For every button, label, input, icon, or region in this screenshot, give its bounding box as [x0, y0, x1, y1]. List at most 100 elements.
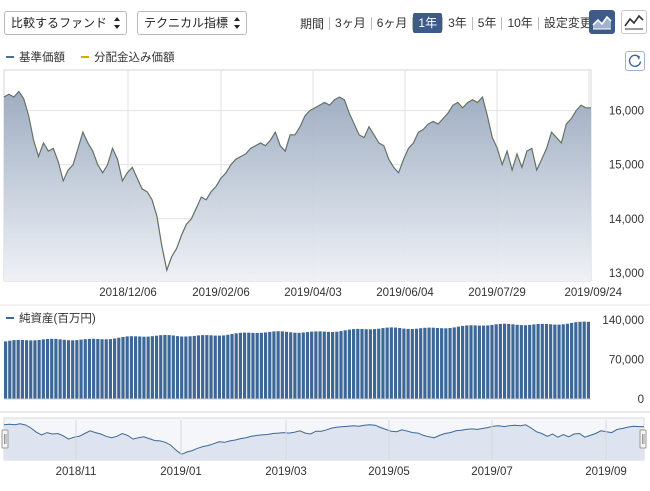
volume-bar: [133, 336, 138, 399]
volume-bar: [297, 332, 301, 399]
volume-bar: [393, 327, 398, 399]
volume-bar: [549, 324, 553, 399]
volume-bar: [574, 322, 578, 399]
volume-bar: [108, 339, 113, 399]
volume-bar: [578, 321, 582, 399]
price-y-tick-label: 14,000: [609, 214, 644, 226]
period-5y-button[interactable]: 5年: [477, 16, 497, 30]
volume-y-tick-label: 70,000: [609, 355, 644, 367]
volume-bar: [368, 329, 372, 399]
volume-bar: [125, 336, 129, 399]
volume-bar: [263, 332, 268, 399]
refresh-icon: [628, 54, 642, 67]
volume-bar: [222, 335, 226, 399]
period-6m-button[interactable]: 6ヶ月: [376, 16, 408, 30]
volume-bar: [456, 326, 461, 399]
price-y-tick-label: 15,000: [609, 160, 644, 172]
navigator-gridlines: [75, 420, 607, 460]
technical-indicator-select[interactable]: テクニカル指標: [137, 11, 247, 35]
volume-bar: [532, 324, 536, 399]
area-chart-button[interactable]: [589, 10, 615, 34]
volume-bar: [402, 328, 406, 399]
navigator-x-tick-label: 2018/11: [56, 466, 97, 478]
divider: [412, 16, 414, 30]
price-x-tick-label: 2019/02/06: [192, 287, 250, 299]
volume-bar: [150, 336, 154, 399]
volume-bar: [12, 340, 16, 399]
legend-swatch-nav: [6, 56, 14, 58]
volume-bar: [100, 339, 104, 399]
price-x-axis: 2018/12/06 2019/02/06 2019/04/03 2019/06/04…: [99, 287, 622, 299]
period-1y-button[interactable]: 1年: [413, 13, 443, 33]
volume-bar: [385, 327, 389, 399]
area-chart-icon: [592, 15, 612, 30]
select-arrows-icon: [114, 17, 120, 29]
period-10y-button[interactable]: 10年: [507, 16, 533, 30]
period-selector: 期間 3ヶ月 6ヶ月 1年 3年 5年 10年 設定変更: [295, 12, 597, 34]
volume-bar: [515, 324, 519, 399]
period-3m-button[interactable]: 3ヶ月: [335, 16, 366, 30]
volume-bar: [335, 331, 339, 399]
volume-bar: [477, 325, 481, 399]
volume-bars: [4, 321, 590, 399]
volume-bar: [276, 331, 280, 399]
volume-bar: [544, 324, 549, 399]
volume-bar: [331, 332, 335, 399]
volume-bar: [494, 324, 498, 399]
volume-bar: [284, 331, 289, 399]
volume-bar: [305, 332, 310, 399]
volume-bar: [234, 333, 238, 399]
price-legend: 基準価額 分配金込み価額: [6, 49, 191, 65]
volume-bar: [423, 327, 427, 399]
volume-bar: [343, 330, 347, 399]
volume-bar: [16, 339, 20, 399]
legend-swatch-volume: [6, 317, 14, 319]
volume-bar: [465, 325, 469, 399]
price-y-axis: 16,000 15,000 14,000 13,000: [609, 106, 644, 280]
volume-bar: [163, 335, 167, 399]
volume-bar: [62, 339, 66, 399]
period-3y-button[interactable]: 3年: [448, 16, 467, 30]
volume-bar: [502, 323, 507, 399]
volume-bar: [50, 338, 54, 399]
volume-bar: [29, 340, 33, 399]
compare-fund-select[interactable]: 比較するファンド: [4, 11, 127, 35]
volume-bar: [452, 327, 456, 399]
volume-bar: [167, 335, 171, 399]
volume-bar: [289, 332, 293, 399]
volume-bar: [318, 331, 322, 399]
volume-bar: [20, 340, 24, 399]
volume-bar: [557, 324, 561, 399]
volume-bar: [142, 336, 146, 399]
volume-y-tick-label: 140,000: [602, 315, 644, 327]
legend-label-nav: 基準価額: [19, 52, 65, 64]
volume-bar: [435, 328, 440, 399]
navigator-x-axis: 2018/11 2019/01 2019/03 2019/05 2019/07 2019/…: [56, 466, 627, 478]
volume-bar: [486, 325, 490, 399]
volume-bar: [213, 335, 217, 399]
volume-bar: [255, 333, 259, 399]
price-x-tick-label: 2019/07/29: [468, 287, 526, 299]
volume-bar: [565, 323, 570, 399]
volume-bar: [104, 339, 108, 399]
volume-bar: [440, 328, 444, 399]
volume-bar: [268, 331, 272, 399]
settings-button[interactable]: 設定変更: [543, 16, 592, 30]
volume-bar: [398, 328, 402, 399]
price-x-tick-label: 2019/06/04: [376, 287, 434, 299]
volume-bar: [322, 331, 326, 399]
volume-bar: [217, 335, 222, 399]
volume-bar: [528, 324, 532, 399]
volume-bar: [196, 335, 201, 399]
volume-bar: [582, 321, 586, 399]
volume-bar: [251, 332, 255, 399]
volume-bar: [146, 336, 150, 399]
line-chart-button[interactable]: [621, 10, 647, 34]
volume-bar: [159, 335, 163, 399]
volume-bar: [129, 336, 133, 399]
volume-bar: [121, 337, 125, 399]
reset-zoom-button[interactable]: [625, 51, 645, 71]
volume-bar: [96, 339, 100, 399]
volume-bar: [24, 340, 29, 399]
